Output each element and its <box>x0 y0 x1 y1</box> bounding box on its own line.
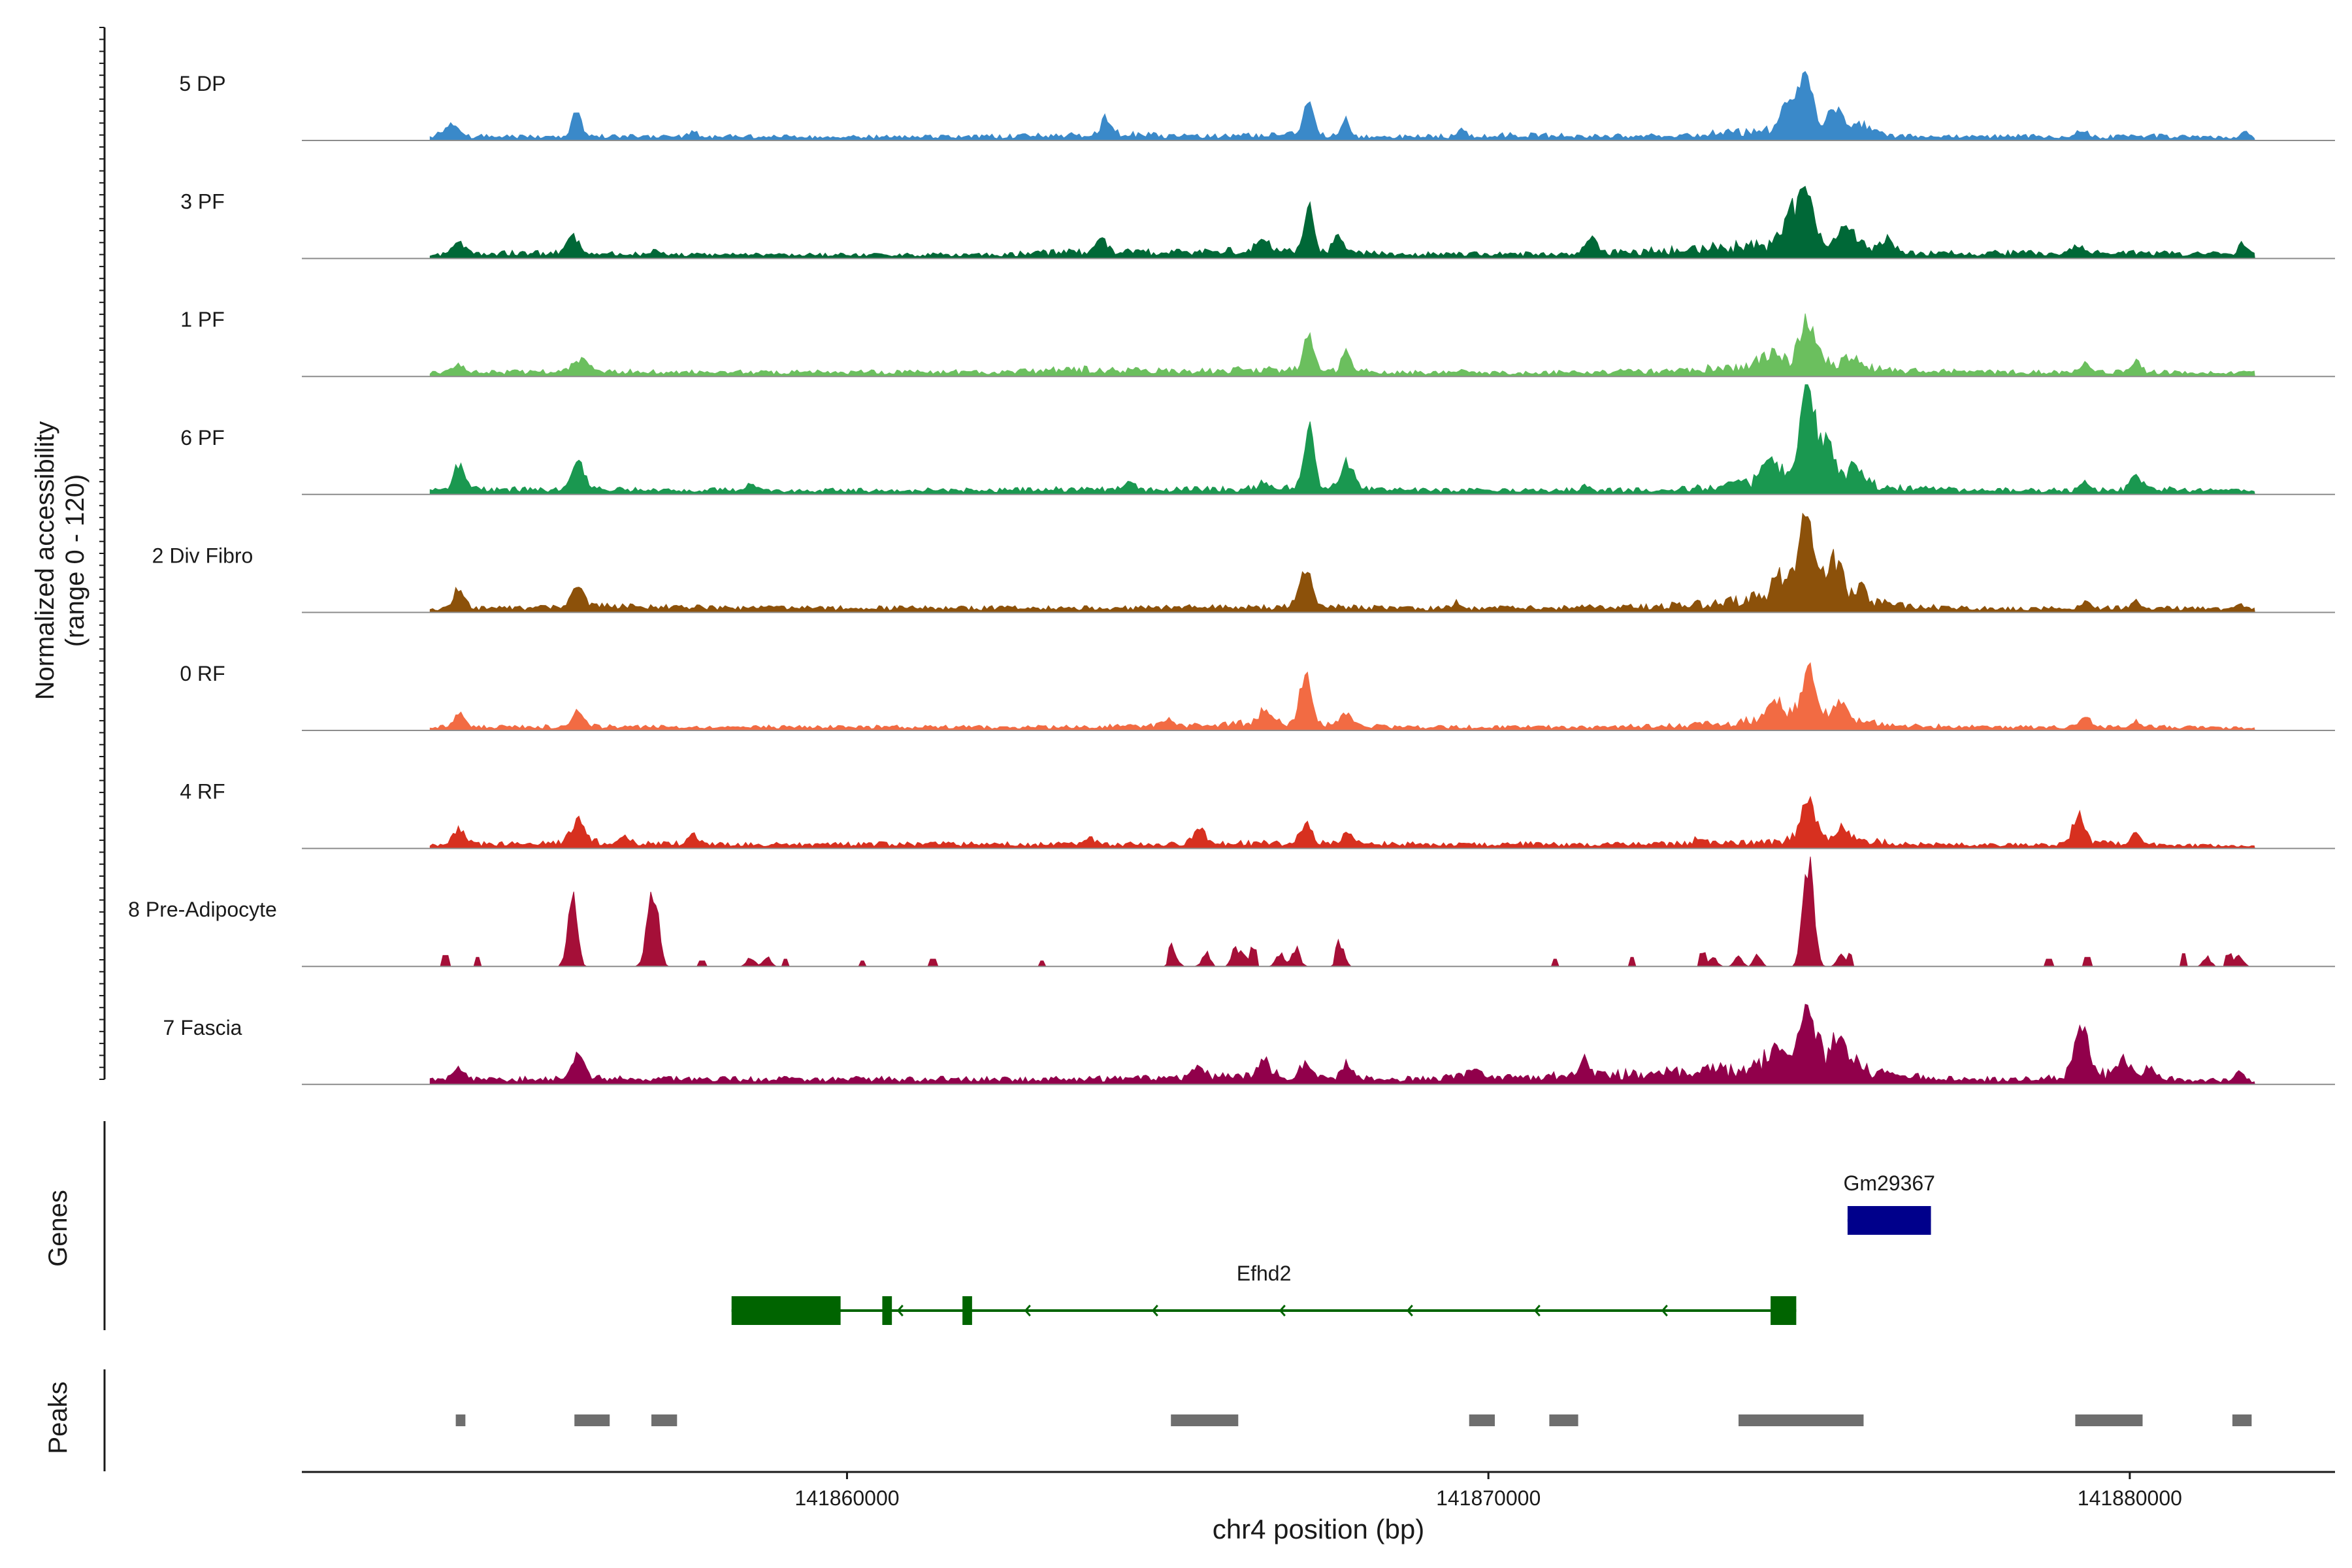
peak-region <box>2232 1414 2252 1426</box>
track-6: 0 RF <box>180 662 2335 731</box>
peaks-panel-label: Peaks <box>44 1381 73 1454</box>
strand-chevron <box>896 1305 904 1316</box>
y-axis-range: (range 0 - 120) <box>61 474 90 647</box>
strand-chevron <box>1024 1305 1031 1316</box>
strand-chevron <box>1406 1305 1413 1316</box>
strand-chevron <box>1151 1305 1158 1316</box>
coverage-area <box>429 512 2255 613</box>
coverage-area <box>429 384 2255 495</box>
track-label: 7 Fascia <box>163 1016 242 1039</box>
x-tick-label: 141880000 <box>2078 1486 2182 1510</box>
coverage-tracks: 5 DP 3 PF 1 PF 6 PF 2 Div Fibro 0 RF 4 RF 8 Pre… <box>99 27 2335 1085</box>
x-tick-label: 141860000 <box>794 1486 899 1510</box>
gene-label: Efhd2 <box>1237 1262 1292 1285</box>
peak-region <box>651 1414 678 1426</box>
strand-chevron <box>1533 1305 1541 1316</box>
gene-efhd2: Efhd2 <box>731 1262 1797 1325</box>
coverage-area <box>430 857 2255 967</box>
genes-panel: Genes Gm29367 Efhd2 <box>44 1121 1935 1330</box>
coverage-area <box>429 186 2255 259</box>
peak-region <box>2075 1414 2143 1426</box>
track-label: 1 PF <box>180 308 225 331</box>
track-label: 4 RF <box>180 780 225 804</box>
gene-label: Gm29367 <box>1843 1171 1935 1195</box>
peak-region <box>1549 1414 1578 1426</box>
track-3: 1 PF <box>180 308 2335 378</box>
gene-exon <box>1847 1206 1931 1235</box>
track-9: 7 Fascia <box>163 1004 2335 1085</box>
track-label: 2 Div Fibro <box>152 544 253 567</box>
coverage-area <box>429 795 2255 849</box>
track-1: 5 DP <box>179 71 2335 141</box>
x-axis: chr4 position (bp) 141860000 141870000 141… <box>302 1471 2335 1544</box>
gene-exon <box>1771 1296 1797 1325</box>
gene-exon <box>962 1296 972 1325</box>
gene-exon <box>731 1296 841 1325</box>
gene-exon <box>882 1296 892 1325</box>
genes-panel-label: Genes <box>44 1190 73 1267</box>
track-8: 8 Pre-Adipocyte <box>128 857 2335 968</box>
track-label: 3 PF <box>180 190 225 214</box>
peak-region <box>1739 1414 1864 1426</box>
track-label: 8 Pre-Adipocyte <box>128 898 277 921</box>
coverage-area <box>429 71 2255 141</box>
track-7: 4 RF <box>180 780 2335 849</box>
strand-chevron <box>1279 1305 1286 1316</box>
peaks-panel: Peaks <box>44 1369 2252 1471</box>
peak-region <box>1171 1414 1239 1426</box>
track-2: 3 PF <box>180 186 2335 259</box>
coverage-area <box>429 313 2255 377</box>
peak-region <box>1469 1414 1495 1426</box>
x-axis-title: chr4 position (bp) <box>1213 1514 1425 1544</box>
y-axis-title: Normalized accessibility <box>31 421 59 700</box>
track-5: 2 Div Fibro <box>152 512 2335 613</box>
gene-gm29367: Gm29367 <box>1843 1171 1935 1235</box>
peak-region <box>455 1414 466 1426</box>
strand-chevron <box>1661 1305 1668 1316</box>
y-axis-label: Normalized accessibility (range 0 - 120) <box>31 421 90 700</box>
track-4: 6 PF <box>180 384 2335 495</box>
track-label: 6 PF <box>180 426 225 449</box>
peak-region <box>574 1414 610 1426</box>
x-tick-label: 141870000 <box>1436 1486 1541 1510</box>
coverage-area <box>429 662 2255 731</box>
track-label: 5 DP <box>179 72 225 95</box>
coverage-area <box>429 1004 2255 1085</box>
track-label: 0 RF <box>180 662 225 685</box>
